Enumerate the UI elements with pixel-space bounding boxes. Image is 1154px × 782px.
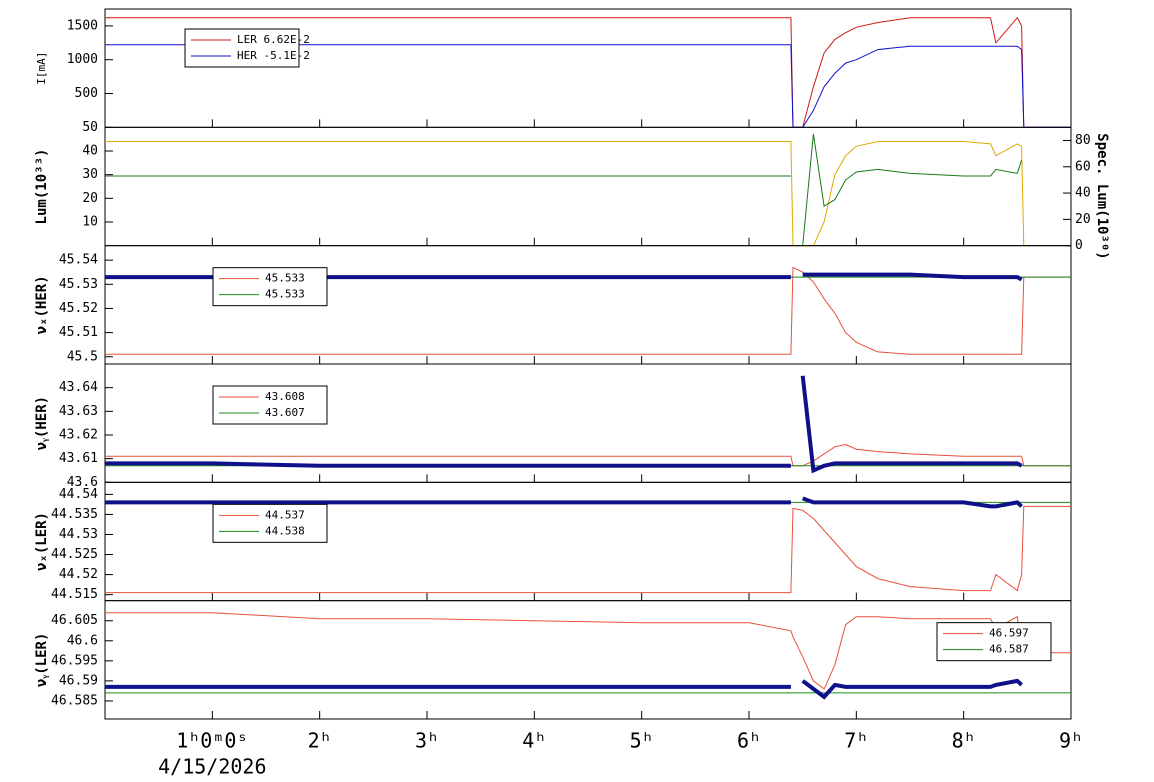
- measured-series: [105, 375, 1023, 474]
- legend-label: 45.533: [265, 288, 305, 301]
- legend-label: HER -5.1E-2: [237, 49, 310, 62]
- y2-axis-label: Spec. Lum(10³⁰): [1094, 133, 1110, 259]
- y-axis-label: Lum(10³³): [34, 149, 50, 225]
- y-axis-label: νᵧ(LER): [34, 633, 50, 688]
- y2-tick-label: 20: [1075, 212, 1091, 227]
- legend: 44.537 44.538: [212, 503, 328, 543]
- legend-box: [184, 28, 300, 68]
- y-tick-label: 20: [82, 191, 98, 206]
- series-line: [105, 505, 1071, 594]
- plot-frame: [104, 8, 1072, 128]
- measured-series: [105, 678, 1023, 700]
- y-tick-label: 50: [82, 120, 98, 135]
- legend-label: 43.608: [265, 390, 305, 403]
- y-tick-label: 44.52: [59, 567, 98, 582]
- y-tick-label: 30: [82, 167, 98, 182]
- y-tick-label: 45.53: [59, 277, 98, 292]
- legend: LER 6.62E-2 HER -5.1E-2: [184, 28, 310, 68]
- y-tick-label: 45.54: [59, 253, 98, 268]
- y-tick-label: 44.54: [59, 487, 98, 502]
- y-tick-label: 43.63: [59, 404, 98, 419]
- legend-box: [936, 622, 1052, 662]
- legend: 45.533 45.533: [212, 267, 328, 307]
- series-line: [105, 44, 1071, 128]
- y-tick-label: 46.6: [67, 633, 98, 648]
- y-tick-label: 1000: [67, 52, 98, 67]
- y-tick-label: 46.59: [59, 673, 98, 688]
- y-tick-label: 43.61: [59, 451, 98, 466]
- y-tick-label: 46.605: [51, 613, 98, 628]
- y-tick-label: 46.595: [51, 653, 98, 668]
- y-tick-label: 44.535: [51, 507, 98, 522]
- x-tick-label: 6ʰ: [737, 729, 761, 753]
- measured-series: [105, 496, 1023, 509]
- legend-box: [212, 503, 328, 543]
- y-tick-label: 43.6: [67, 475, 98, 490]
- legend-label: 46.597: [989, 627, 1029, 640]
- legend-label: 44.538: [265, 524, 305, 537]
- y-tick-label: 1500: [67, 18, 98, 33]
- series-line: [105, 133, 1023, 246]
- y-tick-label: 43.62: [59, 428, 98, 443]
- x-axis-label: 4/15/2026: [158, 755, 266, 779]
- y-tick-label: 40: [82, 144, 98, 159]
- y2-tick-label: 40: [1075, 186, 1091, 201]
- y-tick-label: 46.585: [51, 693, 98, 708]
- series-line: [105, 16, 1071, 128]
- series-line: [105, 443, 1071, 467]
- y-tick-label: 43.64: [59, 380, 98, 395]
- plot-frame: [104, 126, 1072, 247]
- y-tick-label: 44.515: [51, 587, 98, 602]
- x-tick-label: 4ʰ: [522, 729, 546, 753]
- y-tick-label: 44.53: [59, 527, 98, 542]
- x-tick-label: 8ʰ: [952, 729, 976, 753]
- legend-label: 45.533: [265, 272, 305, 285]
- legend-box: [212, 385, 328, 425]
- x-tick-label: 5ʰ: [630, 729, 654, 753]
- y-tick-label: 44.525: [51, 547, 98, 562]
- legend-label: 43.607: [265, 406, 305, 419]
- y2-tick-label: 80: [1075, 133, 1091, 148]
- legend-box: [212, 267, 328, 307]
- legend-label: 44.537: [265, 508, 305, 521]
- x-tick-label: 7ʰ: [844, 729, 868, 753]
- x-tick-label: 1ʰ0ᵐ0ˢ: [176, 729, 248, 753]
- legend-label: 46.587: [989, 643, 1029, 656]
- y-tick-label: 45.52: [59, 301, 98, 316]
- y-axis-label: νₓ(HER): [34, 275, 50, 334]
- y-axis-label: νₓ(LER): [34, 512, 50, 571]
- series-line: [105, 612, 1071, 690]
- y2-tick-label: 60: [1075, 159, 1091, 174]
- y-axis-label: νᵧ(HER): [34, 396, 50, 451]
- y-tick-label: 10: [82, 215, 98, 230]
- x-tick-label: 3ʰ: [415, 729, 439, 753]
- y-tick-label: 45.51: [59, 325, 98, 340]
- y2-tick-label: 0: [1075, 238, 1083, 253]
- series-line: [105, 266, 1071, 355]
- y-axis-label: I[mA]: [35, 52, 48, 85]
- x-tick-label: 9ʰ: [1059, 729, 1083, 753]
- plot-frame: [104, 600, 1072, 720]
- legend-label: LER 6.62E-2: [237, 33, 310, 46]
- x-tick-label: 2ʰ: [308, 729, 332, 753]
- y-tick-label: 500: [75, 86, 98, 101]
- series-line: [105, 141, 1025, 247]
- y-tick-label: 45.5: [67, 349, 98, 364]
- legend: 46.597 46.587: [936, 622, 1052, 662]
- legend: 43.608 43.607: [212, 385, 328, 425]
